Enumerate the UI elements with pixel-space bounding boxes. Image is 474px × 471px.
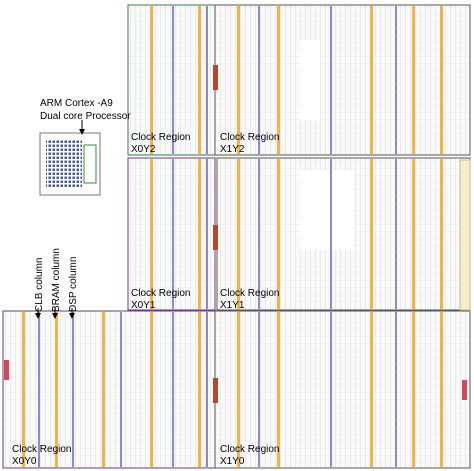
bram-column: [277, 6, 280, 154]
bram-column: [150, 312, 153, 467]
region-title: Clock Region: [131, 132, 190, 143]
bram-column: [412, 159, 415, 309]
bram-column: [370, 312, 373, 467]
region-title: Clock Region: [220, 288, 279, 299]
dsp-column: [395, 6, 397, 154]
dsp-column: [258, 312, 260, 467]
clock-spine: [213, 225, 218, 250]
region-name: X0Y0: [12, 456, 37, 467]
dsp-column: [38, 312, 40, 467]
region-title: Clock Region: [12, 444, 71, 455]
bram-column: [198, 312, 201, 467]
bram-column: [370, 159, 373, 309]
arm-cores: [46, 140, 82, 188]
dsp-column: [395, 159, 397, 309]
dsp-column: [258, 6, 260, 154]
column-label: DSP column: [68, 257, 79, 312]
arm-io: [83, 144, 97, 184]
dsp-column: [72, 312, 74, 467]
dsp-column: [258, 159, 260, 309]
region-x1y2: [214, 4, 471, 156]
region-title: Clock Region: [220, 444, 279, 455]
dsp-column: [395, 312, 397, 467]
processor-label: ARM Cortex -A9: [40, 98, 113, 109]
clock-spine: [213, 65, 218, 90]
stripes: [4, 6, 467, 467]
dsp-column: [330, 159, 332, 309]
bram-column: [198, 159, 201, 309]
region-x1y0: [214, 310, 471, 469]
region-name: X1Y0: [220, 456, 245, 467]
io-column: [459, 159, 471, 311]
bram-column: [102, 312, 105, 467]
bram-column: [440, 159, 443, 309]
io-bank: [4, 360, 9, 380]
bram-column: [412, 312, 415, 467]
bram-column: [440, 312, 443, 467]
dsp-column: [330, 312, 332, 467]
dsp-column: [172, 6, 174, 154]
bram-column: [237, 159, 240, 309]
region-name: X1Y2: [220, 144, 245, 155]
bram-column: [277, 159, 280, 309]
dsp-column: [172, 159, 174, 309]
bram-column: [237, 312, 240, 467]
bram-column: [237, 6, 240, 154]
region-title: Clock Region: [220, 132, 279, 143]
dsp-column: [172, 312, 174, 467]
bram-column: [22, 312, 25, 467]
bram-column: [55, 312, 58, 467]
bram-column: [150, 6, 153, 154]
bram-column: [440, 6, 443, 154]
region-name: X1Y1: [220, 300, 245, 311]
blank-area: [300, 40, 320, 120]
dsp-column: [206, 159, 208, 309]
io-bank: [462, 380, 467, 400]
region-name: X0Y2: [131, 144, 156, 155]
dsp-column: [330, 6, 332, 154]
bram-column: [412, 6, 415, 154]
bram-column: [370, 6, 373, 154]
clock-spine: [213, 378, 218, 403]
processor-label: Dual core Processor: [40, 111, 131, 122]
bram-column: [198, 6, 201, 154]
column-label: BRAM column: [51, 248, 62, 312]
column-label: CLB column: [34, 258, 45, 312]
bram-column: [277, 312, 280, 467]
region-title: Clock Region: [131, 288, 190, 299]
blank-area: [300, 170, 355, 250]
dsp-column: [120, 312, 122, 467]
dsp-column: [206, 312, 208, 467]
region-name: X0Y1: [131, 300, 156, 311]
bram-column: [150, 159, 153, 309]
dsp-column: [206, 6, 208, 154]
